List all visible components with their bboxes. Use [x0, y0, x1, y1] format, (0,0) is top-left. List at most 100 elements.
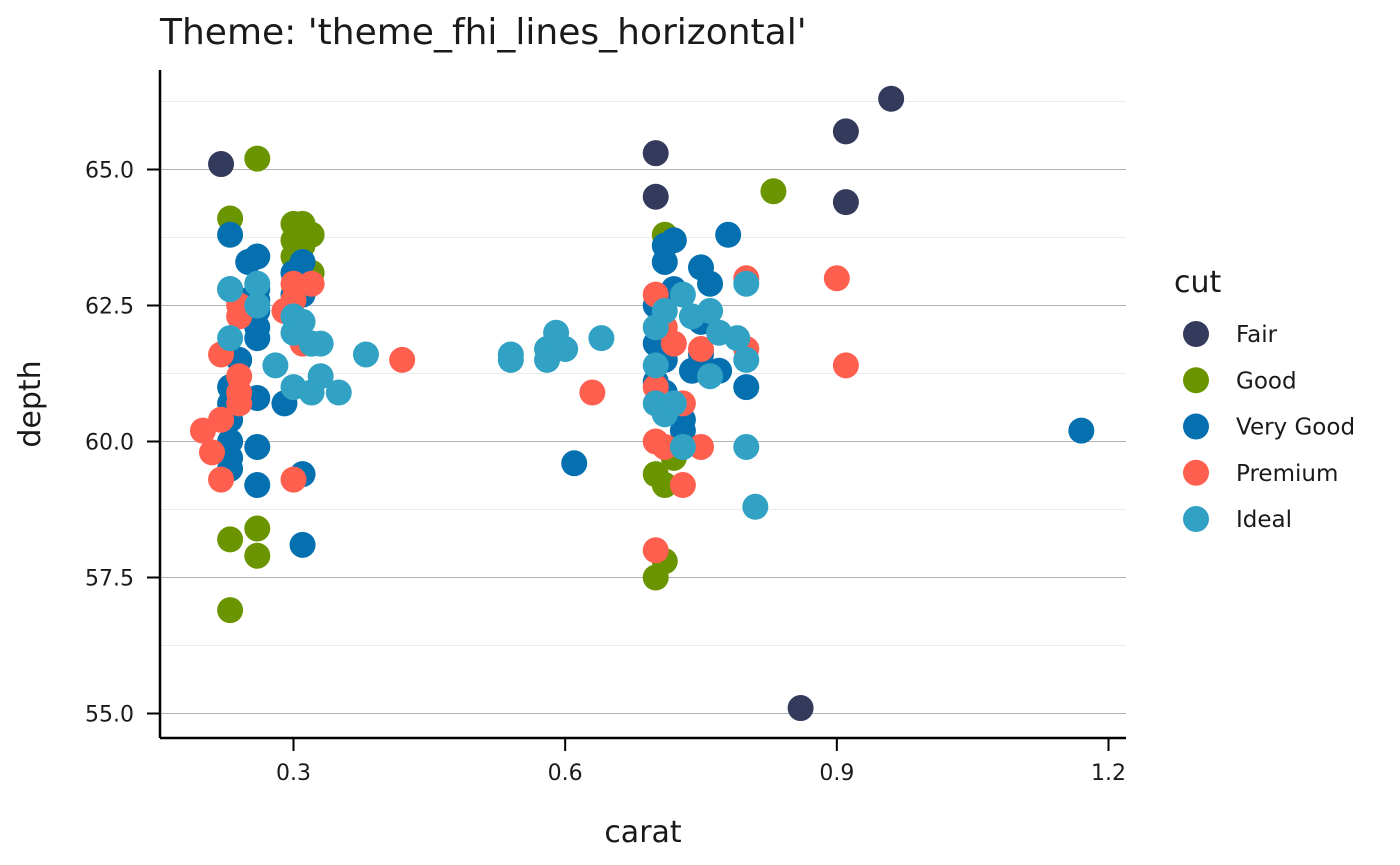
point-premium	[579, 379, 606, 406]
legend-label-good: Good	[1236, 368, 1297, 394]
point-ideal	[244, 292, 271, 319]
axes	[158, 70, 1126, 740]
point-very-good	[217, 221, 244, 248]
y-tick-label: 60.0	[85, 431, 134, 456]
point-ideal	[733, 270, 760, 297]
y-axis-ticks: 55.0 57.5 60.0 62.5 65.0	[85, 159, 160, 728]
legend-key-premium	[1183, 459, 1209, 486]
point-good	[298, 221, 325, 248]
y-tick-label: 55.0	[85, 703, 134, 728]
point-very-good	[1068, 417, 1095, 444]
point-ideal	[217, 325, 244, 352]
point-ideal	[651, 297, 678, 324]
legend-label-fair: Fair	[1236, 322, 1278, 348]
y-tick-label: 57.5	[85, 567, 134, 592]
y-axis-title: depth	[13, 360, 48, 447]
y-tick-label: 65.0	[85, 159, 134, 184]
legend-key-very-good	[1183, 413, 1209, 440]
point-very-good	[289, 248, 316, 275]
point-premium	[688, 336, 714, 363]
x-tick-label: 1.2	[1091, 761, 1126, 786]
point-very-good	[244, 433, 271, 460]
chart-title: Theme: 'theme_fhi_lines_horizontal'	[159, 12, 807, 53]
point-premium	[208, 406, 235, 433]
point-premium	[651, 433, 678, 460]
point-premium	[298, 270, 325, 297]
legend-item-good: Good	[1183, 367, 1297, 394]
point-very-good	[244, 472, 271, 499]
x-tick-label: 0.3	[276, 761, 311, 786]
point-good	[217, 597, 244, 624]
point-premium	[208, 466, 235, 493]
point-premium	[280, 466, 307, 493]
point-premium	[832, 352, 859, 379]
point-premium	[660, 330, 687, 357]
point-ideal	[262, 352, 289, 379]
point-ideal	[669, 281, 696, 308]
point-ideal	[307, 363, 334, 390]
point-premium	[389, 346, 416, 373]
x-tick-label: 0.6	[548, 761, 583, 786]
legend-label-premium: Premium	[1236, 461, 1338, 487]
point-very-good	[244, 243, 271, 270]
point-ideal	[244, 270, 271, 297]
point-ideal	[733, 346, 760, 373]
point-fair	[832, 189, 859, 216]
x-tick-label: 0.9	[819, 761, 854, 786]
point-ideal	[352, 341, 379, 368]
point-good	[244, 542, 271, 569]
point-very-good	[244, 325, 271, 352]
point-ideal	[217, 276, 244, 303]
point-very-good	[660, 227, 687, 254]
point-ideal	[669, 433, 696, 460]
point-premium	[199, 439, 225, 466]
point-good	[217, 526, 244, 553]
point-fair	[642, 140, 669, 167]
point-ideal	[697, 363, 724, 390]
point-fair	[642, 183, 669, 210]
point-ideal	[307, 330, 334, 357]
legend-key-ideal	[1183, 506, 1209, 532]
legend-key-good	[1183, 367, 1209, 394]
point-ideal	[724, 325, 751, 352]
legend-label-very-good: Very Good	[1236, 415, 1355, 441]
data-points	[189, 85, 1095, 722]
point-premium	[226, 390, 253, 417]
point-premium	[688, 433, 714, 460]
point-good	[651, 472, 678, 499]
point-ideal	[733, 433, 760, 460]
point-premium	[823, 265, 850, 292]
point-ideal	[497, 346, 524, 373]
point-very-good	[715, 221, 742, 248]
y-tick-label: 62.5	[85, 295, 134, 320]
point-very-good	[289, 531, 316, 558]
point-ideal	[325, 379, 352, 406]
point-ideal	[289, 308, 316, 335]
point-ideal	[642, 352, 669, 379]
point-very-good	[733, 374, 760, 401]
legend-item-fair: Fair	[1183, 321, 1278, 348]
legend-label-ideal: Ideal	[1236, 507, 1292, 533]
x-axis-title: carat	[604, 815, 682, 850]
x-axis-ticks: 0.3 0.6 0.9 1.2	[276, 738, 1126, 786]
legend-key-fair	[1183, 321, 1209, 347]
point-premium	[669, 472, 696, 499]
point-ideal	[660, 390, 687, 417]
minor-gridlines	[160, 101, 1126, 646]
point-fair	[878, 85, 905, 112]
legend: cut Fair Good Very Good Premium Ideal	[1174, 265, 1355, 533]
point-fair	[787, 695, 814, 722]
point-ideal	[552, 336, 579, 363]
point-fair	[208, 151, 235, 178]
point-ideal	[588, 325, 615, 352]
point-premium	[642, 537, 669, 564]
point-good	[760, 178, 787, 205]
point-very-good	[697, 270, 724, 297]
legend-title: cut	[1174, 265, 1222, 300]
point-very-good	[651, 248, 678, 275]
legend-item-ideal: Ideal	[1183, 506, 1292, 533]
point-ideal	[742, 493, 769, 520]
point-very-good	[561, 450, 588, 477]
point-good	[244, 145, 271, 172]
